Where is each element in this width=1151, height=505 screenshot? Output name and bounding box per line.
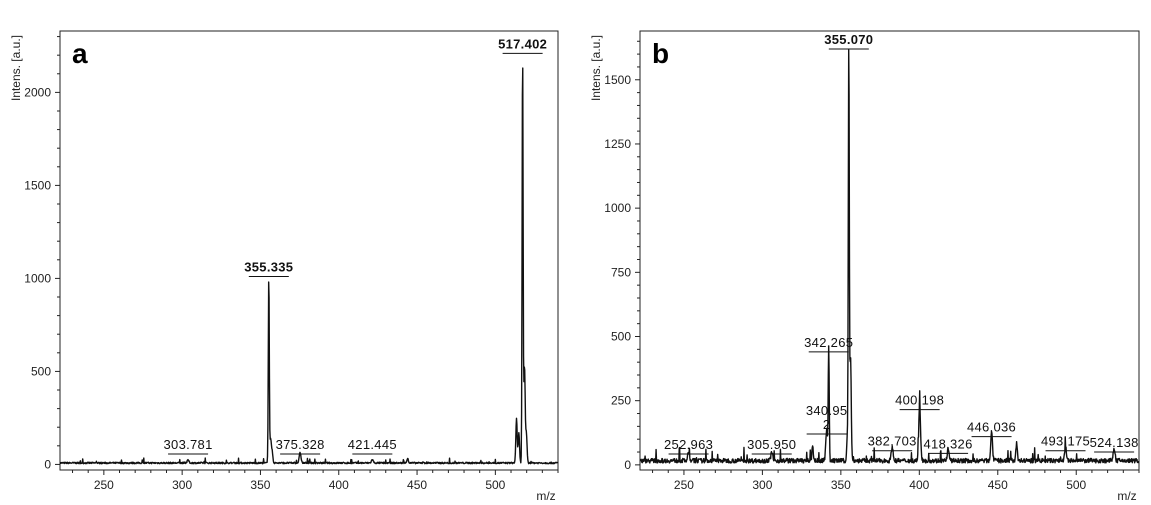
x-axis-label: m/z [1117,489,1136,503]
x-tick-label: 300 [172,478,192,492]
peak-annotation: 305.950 [747,437,796,455]
x-tick-label: 350 [250,478,270,492]
peak-label: 355.070 [824,32,873,47]
peak-label-line: 517.402 [498,36,547,51]
peak-label: 382.703 [868,434,917,449]
plot-frame [639,30,1140,471]
peak-annotation: 382.703 [868,434,917,452]
x-axis-label: m/z [536,489,555,503]
peak-label-line: 524.138 [1090,435,1139,450]
y-tick-label: 2000 [24,85,51,99]
x-tick-label: 400 [909,478,929,492]
peak-label: 400.198 [895,393,944,408]
peak-label: 375.328 [276,437,325,452]
y-tick-label: 1500 [604,73,631,87]
peak-annotation: 303.781 [164,437,213,455]
y-tick-label: 0 [44,457,51,471]
x-tick-label: 250 [674,478,694,492]
peak-annotation: 421.445 [348,437,397,455]
peak-label-line: 303.781 [164,437,213,452]
peak-label-line: 375.328 [276,437,325,452]
peak-label: 340.95 2 [806,403,848,432]
x-tick-label: 450 [988,478,1008,492]
peak-label: 342.265 [804,335,853,350]
peak-label-line: 2 [823,417,831,432]
peak-label: 493.175 [1041,434,1090,449]
y-tick-label: 1250 [604,137,631,151]
peak-annotation: 446.036 [967,420,1016,438]
peak-label: 421.445 [348,437,397,452]
peak-label: 303.781 [164,437,213,452]
peak-annotation: 493.175 [1041,434,1090,452]
peak-label-line: 382.703 [868,434,917,449]
y-tick-label: 1000 [604,201,631,215]
y-axis-label: Intens. [a.u.] [9,35,23,101]
y-tick-label: 250 [611,394,631,408]
y-axis-label: Intens. [a.u.] [589,35,603,101]
peak-annotation: 375.328 [276,437,325,455]
peak-annotation: 340.95 2 [806,403,848,435]
peak-annotation: 342.265 [804,335,853,353]
panel-b: 0 250 500 750 1000 1250 1500 250 300 350 400 450 500… [589,30,1140,503]
y-tick-label: 1500 [24,178,51,192]
x-tick-label: 250 [94,478,114,492]
peak-label-line: 340.95 [806,403,848,418]
peak-label: 355.335 [244,260,293,275]
x-tick-label: 300 [752,478,772,492]
y-tick-label: 0 [624,458,631,472]
peak-label-line: 252.963 [664,437,713,452]
peak-label-line: 418.326 [924,436,973,451]
y-tick-label: 500 [31,364,51,378]
peak-annotation: 252.963 [664,437,713,455]
peak-annotation: 400.198 [895,393,944,411]
peak-annotation: 355.070 [824,32,873,50]
peak-label: 446.036 [967,420,1016,435]
spectrum-line [59,67,559,465]
y-tick-label: 750 [611,265,631,279]
peak-annotation: 355.335 [244,260,293,278]
peak-label: 524.138 [1090,435,1139,450]
peak-annotation: 524.138 [1090,435,1139,453]
x-tick-label: 500 [1066,478,1086,492]
peak-label-line: 446.036 [967,420,1016,435]
peak-label: 252.963 [664,437,713,452]
peak-label-line: 493.175 [1041,434,1090,449]
peak-label-line: 342.265 [804,335,853,350]
peak-annotation: 418.326 [924,436,973,454]
x-tick-label: 350 [831,478,851,492]
x-tick-label: 400 [329,478,349,492]
panel-letter: a [72,38,88,69]
peak-label: 517.402 [498,36,547,51]
plot-frame [59,30,559,471]
peak-label-line: 421.445 [348,437,397,452]
panel-letter: b [652,38,669,69]
x-tick-label: 450 [407,478,427,492]
y-tick-label: 500 [611,330,631,344]
y-tick-label: 1000 [24,271,51,285]
peak-label: 305.950 [747,437,796,452]
peak-label-line: 355.070 [824,32,873,47]
peak-annotation: 517.402 [498,36,547,54]
x-tick-label: 500 [485,478,505,492]
peak-label-line: 355.335 [244,260,293,275]
peak-label-line: 305.950 [747,437,796,452]
panel-a: 0 500 1000 1500 2000 250 300 350 400 450 500 m/z Int… [9,30,559,503]
peak-label-line: 400.198 [895,393,944,408]
peak-label: 418.326 [924,436,973,451]
spectrum-line [639,49,1140,464]
